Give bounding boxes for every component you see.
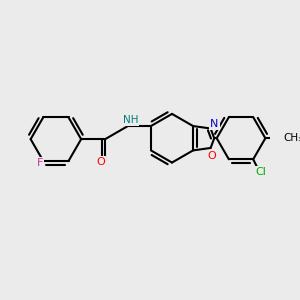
Text: NH: NH (123, 115, 138, 125)
Text: Cl: Cl (256, 167, 267, 177)
Text: O: O (207, 151, 216, 161)
Text: O: O (96, 158, 105, 167)
Text: F: F (37, 158, 43, 168)
Text: CH₃: CH₃ (284, 133, 300, 143)
Text: N: N (210, 119, 218, 129)
